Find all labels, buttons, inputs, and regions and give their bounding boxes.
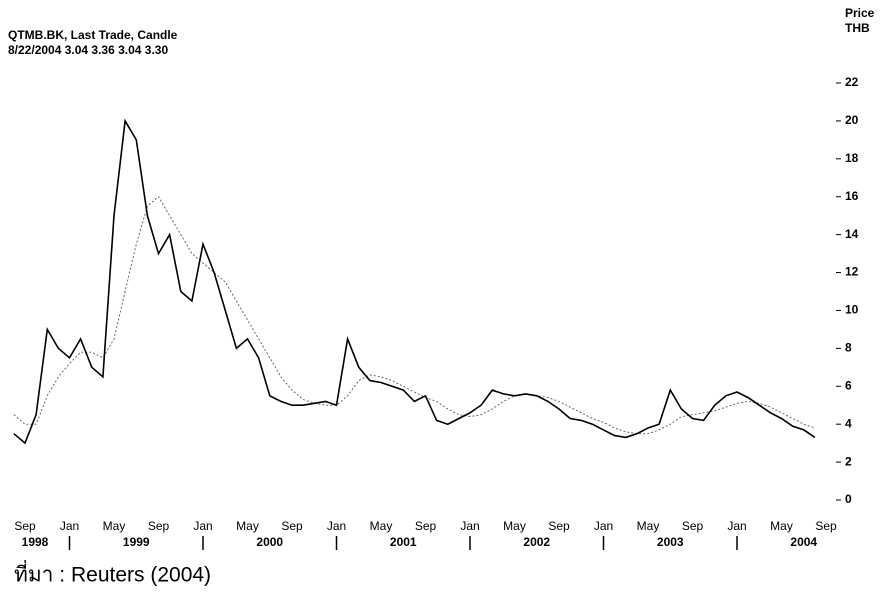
x-tick-label: Jan xyxy=(594,519,613,533)
x-tick-label: Sep xyxy=(682,519,704,533)
x-tick-label: Jan xyxy=(327,519,346,533)
x-tick-label: Jan xyxy=(727,519,746,533)
x-tick-label: Sep xyxy=(548,519,570,533)
chart-subtitle: 8/22/2004 3.04 3.36 3.04 3.30 xyxy=(8,43,168,57)
year-label: 2003 xyxy=(657,535,684,549)
y-axis-label: THB xyxy=(845,21,870,35)
y-tick-label: 22 xyxy=(845,75,859,89)
x-tick-label: May xyxy=(503,519,526,533)
y-tick-label: 20 xyxy=(845,113,859,127)
source-note: ที่มา : Reuters (2004) xyxy=(14,560,211,587)
y-tick-label: 0 xyxy=(845,492,852,506)
year-label: 2002 xyxy=(523,535,550,549)
x-tick-label: Jan xyxy=(460,519,479,533)
chart-title: QTMB.BK, Last Trade, Candle xyxy=(8,28,178,42)
x-tick-label: Jan xyxy=(193,519,212,533)
year-label: 2000 xyxy=(256,535,283,549)
x-tick-label: May xyxy=(103,519,126,533)
x-tick-label: May xyxy=(770,519,793,533)
y-tick-label: 2 xyxy=(845,454,852,468)
x-tick-label: May xyxy=(370,519,393,533)
x-tick-label: Jan xyxy=(60,519,79,533)
year-label: 2001 xyxy=(390,535,417,549)
x-tick-label: Sep xyxy=(14,519,36,533)
y-tick-label: 8 xyxy=(845,341,852,355)
year-label: 2004 xyxy=(790,535,817,549)
y-axis-label: Price xyxy=(845,6,875,20)
price-line xyxy=(13,196,816,435)
x-tick-label: Sep xyxy=(148,519,170,533)
y-tick-label: 4 xyxy=(845,416,852,430)
year-label: 1999 xyxy=(123,535,150,549)
x-tick-label: Sep xyxy=(815,519,837,533)
y-tick-label: 6 xyxy=(845,378,852,392)
price-line xyxy=(13,118,816,445)
x-tick-label: May xyxy=(236,519,259,533)
y-tick-label: 10 xyxy=(845,303,859,317)
x-tick-label: Sep xyxy=(281,519,303,533)
year-label: 1998 xyxy=(22,535,49,549)
y-tick-label: 18 xyxy=(845,151,859,165)
y-tick-label: 14 xyxy=(845,227,859,241)
y-tick-label: 12 xyxy=(845,265,859,279)
x-tick-label: May xyxy=(637,519,660,533)
y-tick-label: 16 xyxy=(845,189,859,203)
x-tick-label: Sep xyxy=(415,519,437,533)
